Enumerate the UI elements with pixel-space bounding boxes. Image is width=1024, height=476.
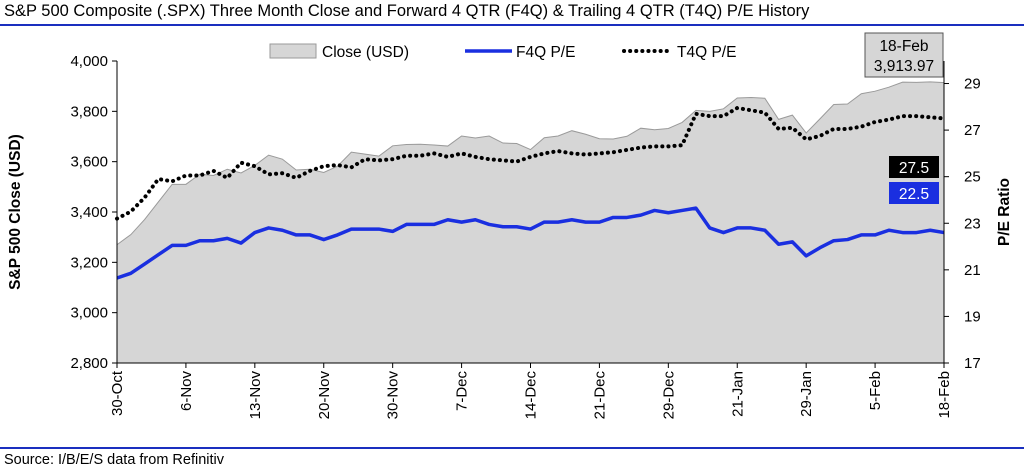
y-right-tick-label: 27	[964, 122, 981, 139]
x-tick-label: 30-Oct	[109, 370, 126, 416]
x-tick-label: 5-Feb	[867, 371, 884, 410]
series-line-t4q	[115, 105, 946, 221]
top-divider	[0, 24, 1024, 26]
t4q-tag: 27.5	[889, 156, 939, 178]
callout-close-value: 3,913.97	[874, 58, 934, 75]
x-tick-label: 18-Feb	[936, 371, 953, 419]
legend-swatch-close	[269, 43, 317, 59]
y-left-tick-label: 3,000	[70, 305, 108, 322]
series-line-f4q	[116, 206, 945, 280]
bottom-divider	[0, 447, 1024, 449]
f4q-tag-box	[889, 182, 939, 204]
close-callout-box	[864, 32, 944, 78]
x-tick-label: 14-Dec	[523, 371, 540, 420]
y-left-tick-label: 4,000	[70, 53, 108, 70]
y-left-tick-label: 2,800	[70, 355, 108, 372]
y-right-axis-title: P/E Ratio	[996, 178, 1013, 246]
y-left-tick-label: 3,200	[70, 254, 108, 271]
x-tick-label: 7-Dec	[454, 371, 471, 412]
y-right-tick-label: 29	[964, 76, 981, 93]
close-area-layer	[116, 81, 945, 364]
x-tick-label: 30-Nov	[385, 371, 402, 420]
y-left-tick-label: 3,400	[70, 204, 108, 221]
x-tick-label: 6-Nov	[178, 371, 195, 412]
y-right-tick-label: 17	[964, 355, 981, 372]
y-right-tick-label: 21	[964, 262, 981, 279]
chart-title: S&P 500 Composite (.SPX) Three Month Clo…	[4, 2, 810, 20]
x-tick-label: 21-Dec	[591, 371, 608, 420]
x-tick-label: 20-Nov	[316, 371, 333, 420]
legend-label-f4q: F4Q P/E	[516, 44, 575, 61]
pe-lines-layer	[115, 105, 946, 280]
t4q-tag-value: 27.5	[899, 160, 929, 177]
x-tick-label: 29-Jan	[798, 371, 815, 417]
x-tick-label: 21-Jan	[729, 371, 746, 417]
x-tick-label: 29-Dec	[660, 371, 677, 420]
source-note: Source: I/B/E/S data from Refinitiv	[4, 452, 225, 468]
x-tick-label: 13-Nov	[247, 371, 264, 420]
legend: Close (USD) F4Q P/E T4Q P/E	[269, 43, 736, 61]
axes-layer: 2,800 3,000 3,200 3,400 3,600 3,800 4,000 17 19 2…	[70, 53, 980, 419]
t4q-tag-box	[889, 156, 939, 178]
y-left-axis-title: S&P 500 Close (USD)	[7, 134, 24, 290]
f4q-tag-value: 22.5	[899, 186, 929, 203]
y-left-tick-label: 3,600	[70, 154, 108, 171]
y-right-tick-label: 25	[964, 169, 981, 186]
legend-label-t4q: T4Q P/E	[677, 44, 736, 61]
y-left-tick-label: 3,800	[70, 103, 108, 120]
f4q-tag: 22.5	[889, 182, 939, 204]
y-right-tick-label: 23	[964, 215, 981, 232]
legend-label-close: Close (USD)	[322, 44, 409, 61]
callout-date: 18-Feb	[879, 38, 928, 55]
close-callout: 18-Feb 3,913.97	[864, 32, 944, 78]
series-area-close	[116, 81, 945, 364]
y-right-tick-label: 19	[964, 308, 981, 325]
